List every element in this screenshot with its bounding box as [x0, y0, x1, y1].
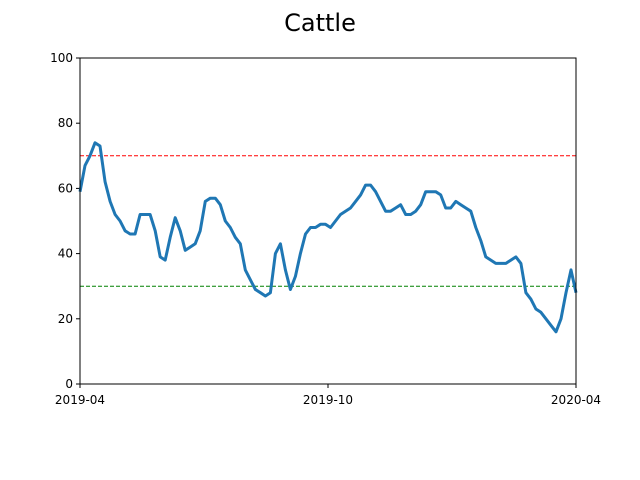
y-tick-label: 20	[58, 312, 73, 326]
y-tick-label: 40	[58, 247, 73, 261]
plot-frame	[79, 57, 577, 385]
y-tick-label: 0	[65, 377, 73, 391]
data-line	[78, 141, 578, 334]
y-tick-label: 60	[58, 181, 73, 195]
x-tick-label: 2019-10	[303, 393, 353, 407]
y-tick-label: 80	[58, 116, 73, 130]
y-tick-label: 100	[50, 51, 73, 65]
x-tick-label: 2019-04	[55, 393, 105, 407]
x-tick-label: 2020-04	[551, 393, 601, 407]
chart-title: Cattle	[284, 9, 356, 37]
